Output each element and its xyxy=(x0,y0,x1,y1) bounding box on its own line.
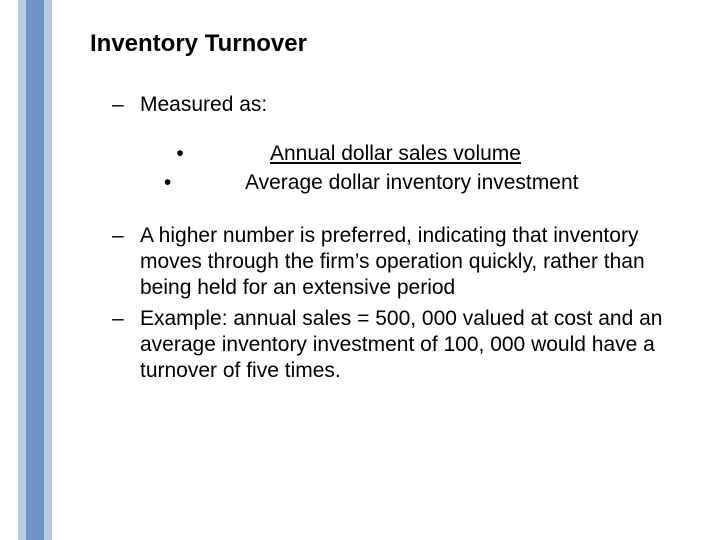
bullet-example: – Example: annual sales = 500, 000 value… xyxy=(112,306,680,385)
dash-icon: – xyxy=(112,223,140,249)
bullet-measured-text: Measured as: xyxy=(140,92,267,118)
slide: Inventory Turnover – Measured as: • Annu… xyxy=(0,0,720,540)
slide-title: Inventory Turnover xyxy=(90,30,680,58)
formula-numerator-row: • Annual dollar sales volume xyxy=(90,140,680,168)
bullet-example-text: Example: annual sales = 500, 000 valued … xyxy=(140,306,680,385)
bullet-measured: – Measured as: xyxy=(112,92,680,118)
dash-icon: – xyxy=(112,306,140,332)
side-band-inner xyxy=(26,0,44,540)
bullet-higher-text: A higher number is preferred, indicating… xyxy=(140,223,680,302)
formula-denominator: Average dollar inventory investment xyxy=(245,169,578,197)
bullet-higher: – A higher number is preferred, indicati… xyxy=(112,223,680,302)
content-area: Inventory Turnover – Measured as: • Annu… xyxy=(90,30,680,388)
dot-icon: • xyxy=(90,140,270,168)
dash-icon: – xyxy=(112,92,140,118)
dot-icon: • xyxy=(90,169,245,197)
formula-denominator-row: • Average dollar inventory investment xyxy=(90,169,680,197)
formula-numerator: Annual dollar sales volume xyxy=(270,140,521,168)
formula-block: • Annual dollar sales volume • Average d… xyxy=(90,140,680,197)
